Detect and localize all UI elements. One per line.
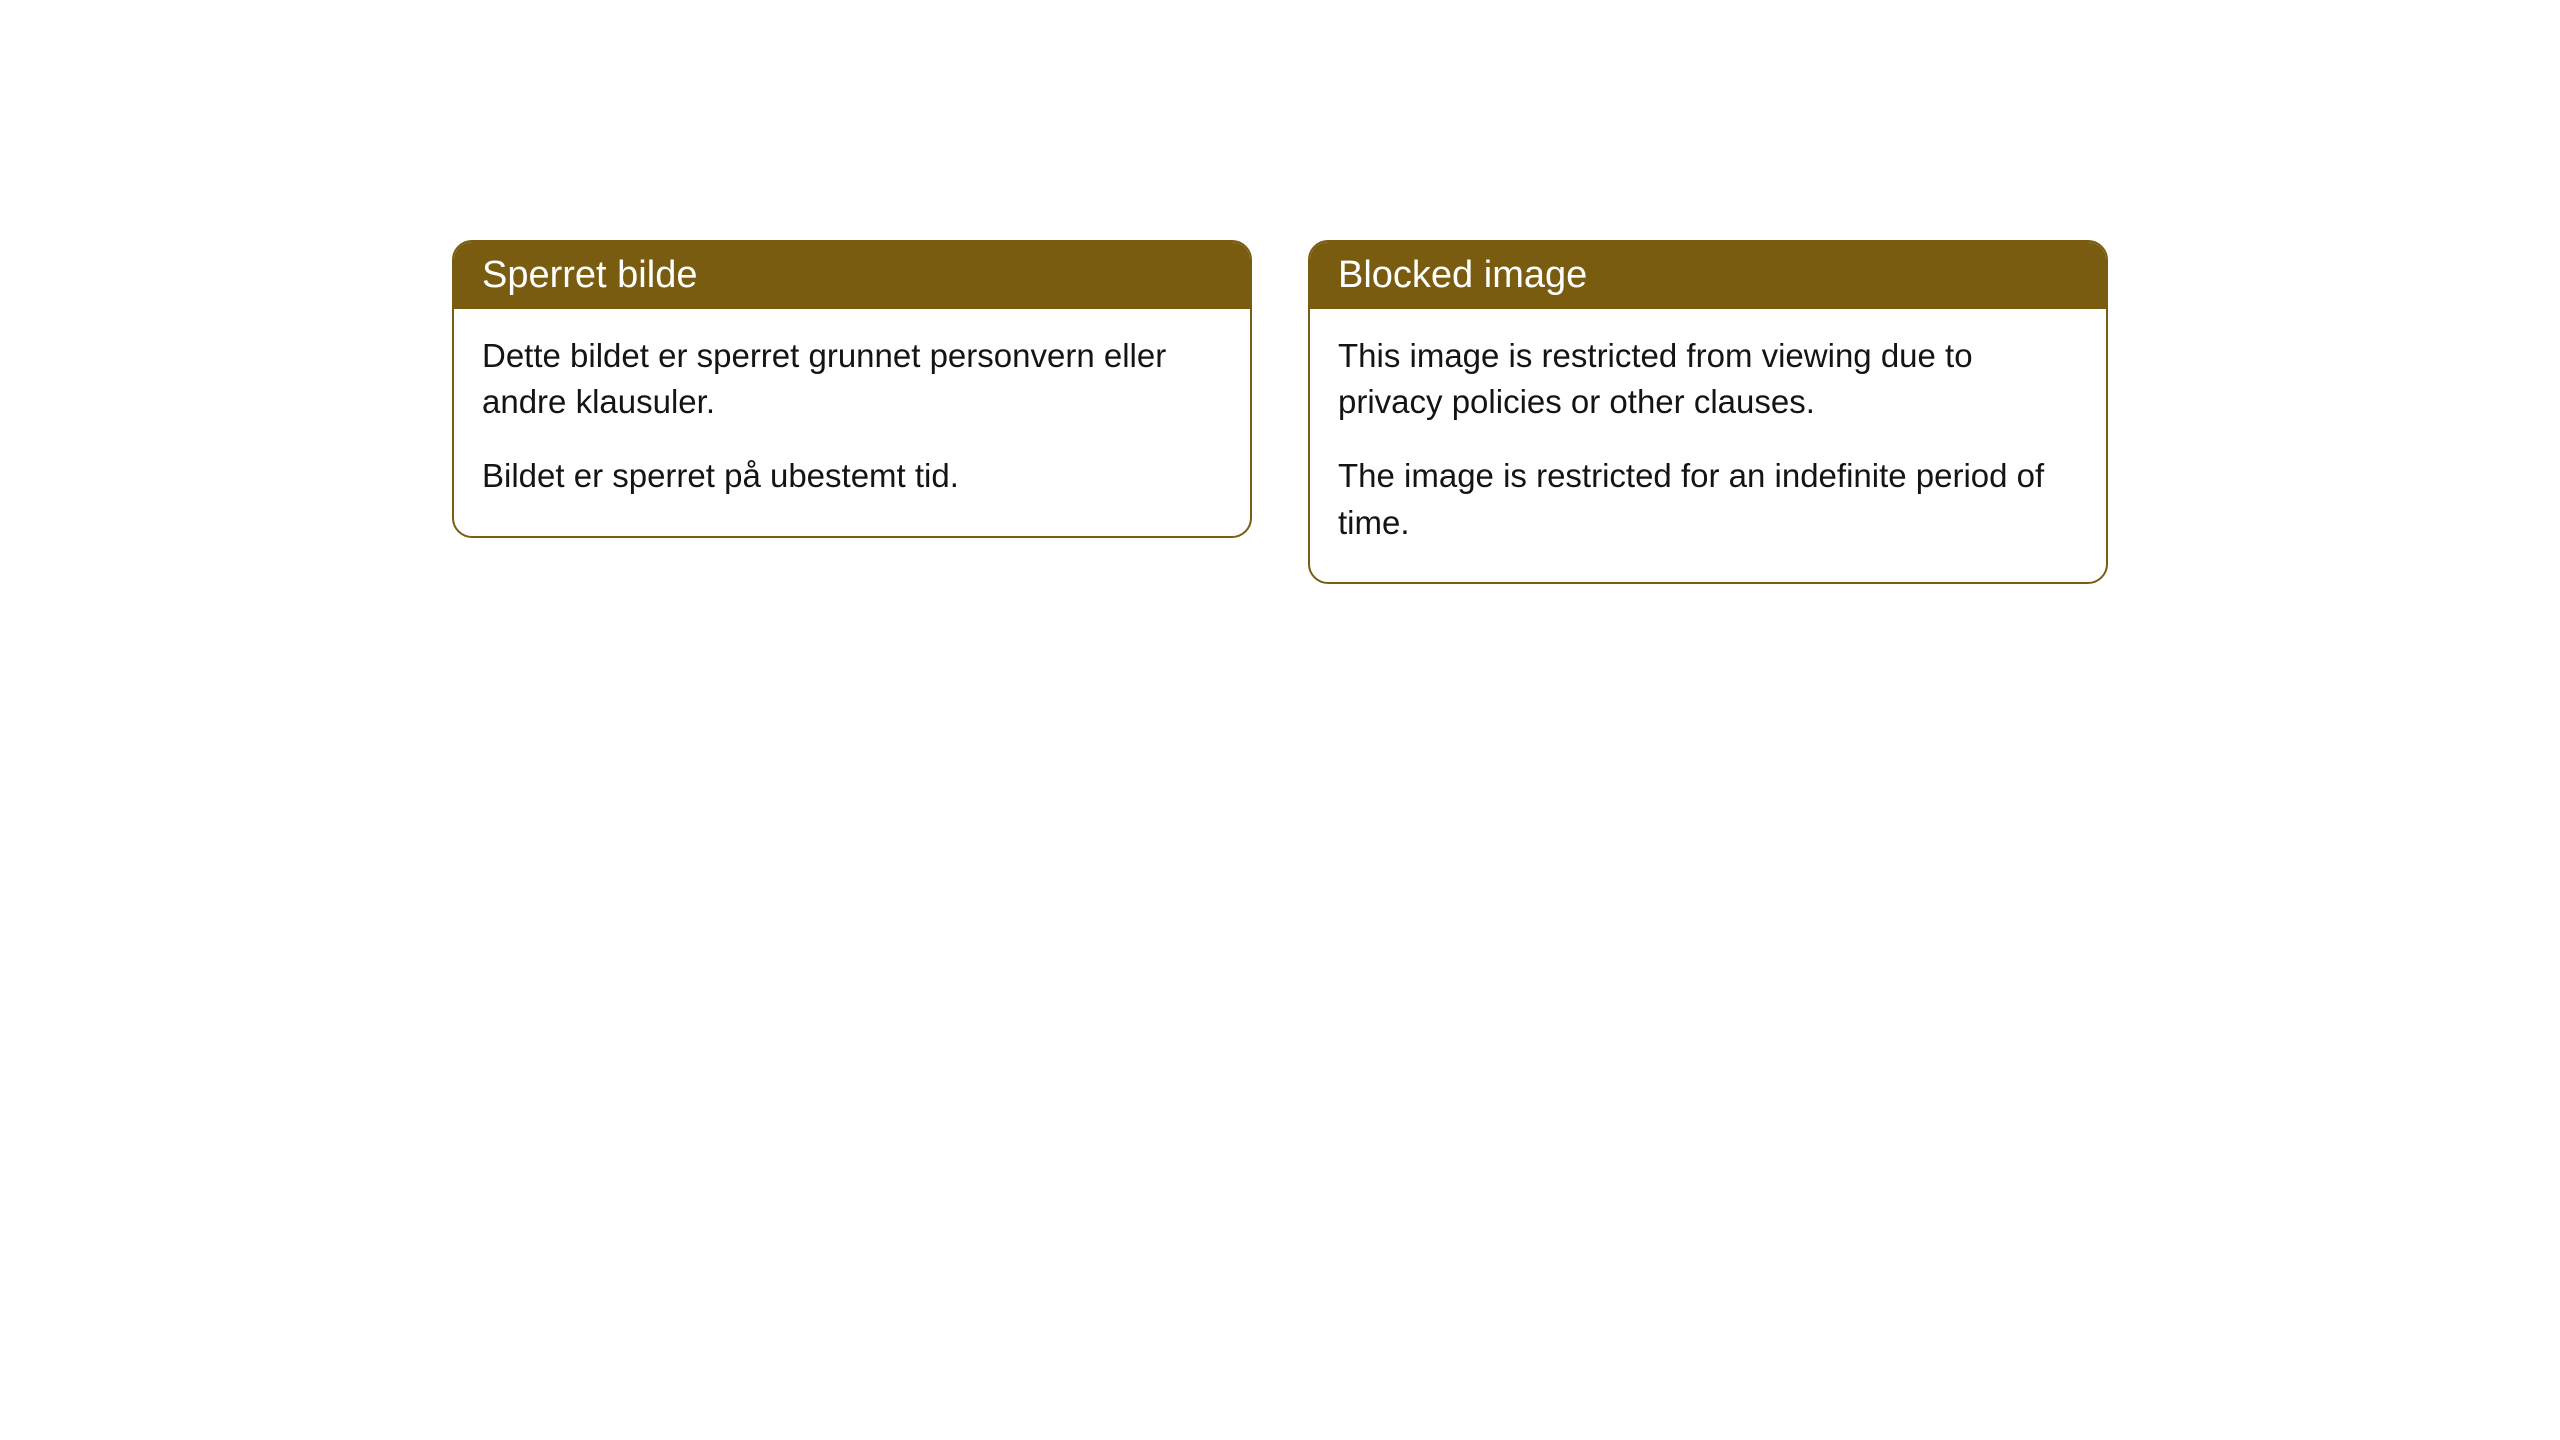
card-title: Blocked image (1338, 254, 1587, 296)
card-paragraph-1: Dette bildet er sperret grunnet personve… (482, 333, 1222, 425)
card-body: Dette bildet er sperret grunnet personve… (454, 309, 1250, 536)
card-header: Blocked image (1310, 242, 2106, 309)
notice-card-norwegian: Sperret bilde Dette bildet er sperret gr… (452, 240, 1252, 538)
card-body: This image is restricted from viewing du… (1310, 309, 2106, 582)
card-paragraph-2: Bildet er sperret på ubestemt tid. (482, 453, 1222, 499)
card-title: Sperret bilde (482, 254, 697, 296)
notice-card-english: Blocked image This image is restricted f… (1308, 240, 2108, 584)
card-paragraph-1: This image is restricted from viewing du… (1338, 333, 2078, 425)
card-paragraph-2: The image is restricted for an indefinit… (1338, 453, 2078, 545)
notice-cards-container: Sperret bilde Dette bildet er sperret gr… (452, 240, 2108, 1440)
card-header: Sperret bilde (454, 242, 1250, 309)
